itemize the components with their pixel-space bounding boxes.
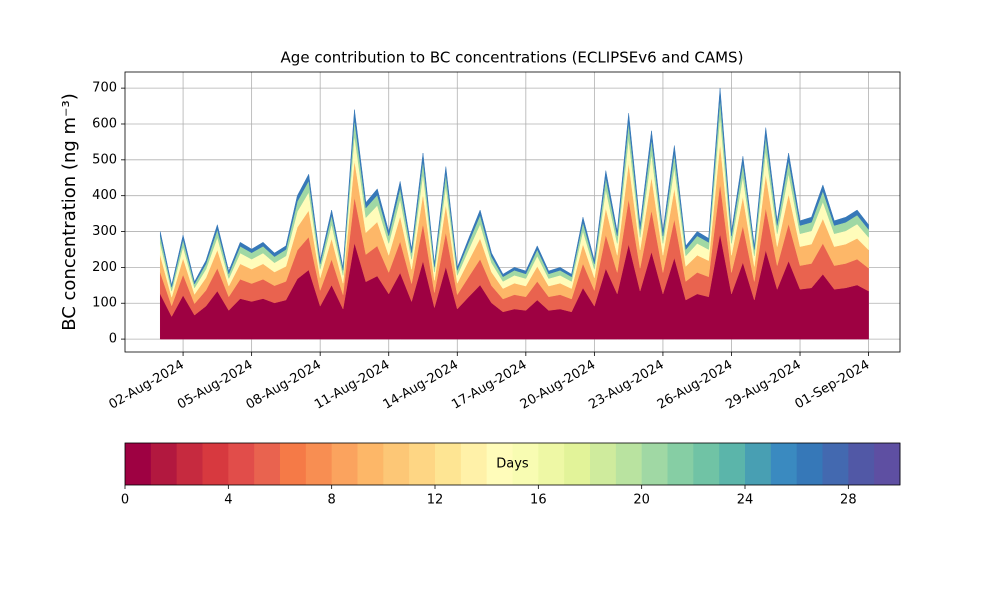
colorbar-cell xyxy=(874,443,901,485)
colorbar-cell xyxy=(641,443,668,485)
colorbar-cell xyxy=(280,443,307,485)
colorbar-frame xyxy=(124,442,901,486)
colorbar-cell xyxy=(331,443,358,485)
x-tick-label: 23-Aug-2024 xyxy=(586,358,666,413)
colorbar-cell xyxy=(615,443,643,485)
colorbar-cell xyxy=(822,443,849,485)
colorbar-cell xyxy=(590,443,617,485)
colorbar-tick-label: 8 xyxy=(328,493,336,508)
colorbar-label: Days xyxy=(496,457,529,472)
colorbar-cell xyxy=(564,443,591,485)
colorbar-cell xyxy=(848,443,875,485)
y-tick-label: 200 xyxy=(92,260,117,275)
chart-title: Age contribution to BC concentrations (E… xyxy=(281,49,744,67)
colorbar-cell xyxy=(512,443,539,485)
y-tick-label: 0 xyxy=(109,332,117,347)
colorbar-tick-label: 12 xyxy=(427,493,444,508)
colorbar-cell xyxy=(667,443,694,485)
y-tick-label: 400 xyxy=(92,188,117,203)
colorbar-cell xyxy=(383,443,410,485)
colorbar-cell xyxy=(719,443,746,485)
colorbar-cell xyxy=(693,443,720,485)
x-tick-label: 17-Aug-2024 xyxy=(449,358,529,413)
y-tick-label: 300 xyxy=(92,224,117,239)
colorbar-tick-label: 24 xyxy=(737,493,754,508)
x-tick-label: 08-Aug-2024 xyxy=(244,358,324,413)
colorbar-cell xyxy=(228,443,255,485)
x-tick-label: 01-Sep-2024 xyxy=(793,358,873,413)
colorbar-cell xyxy=(150,443,178,485)
x-tick-label: 29-Aug-2024 xyxy=(723,358,803,413)
colorbar-tick-label: 16 xyxy=(530,493,547,508)
colorbar-cell xyxy=(125,443,152,485)
x-tick-label: 02-Aug-2024 xyxy=(106,358,186,413)
colorbar-cell xyxy=(202,443,229,485)
area xyxy=(159,88,869,288)
colorbar-tick-label: 4 xyxy=(224,493,232,508)
colorbar-tick-label: 0 xyxy=(121,493,129,508)
colorbar-tick-label: 20 xyxy=(633,493,650,508)
colorbar-cell xyxy=(435,443,462,485)
x-tick-label: 20-Aug-2024 xyxy=(518,358,598,413)
colorbar-cell xyxy=(745,443,772,485)
colorbar-cell xyxy=(176,443,203,485)
y-tick-label: 600 xyxy=(92,116,117,131)
y-tick-label: 700 xyxy=(92,81,117,96)
colorbar-cell xyxy=(305,443,333,485)
plot-frame xyxy=(124,71,901,353)
colorbar-tick-label: 28 xyxy=(840,493,857,508)
colorbar-cell xyxy=(486,443,513,485)
x-tick-label: 14-Aug-2024 xyxy=(381,358,461,413)
y-tick-label: 100 xyxy=(92,296,117,311)
y-axis-label: BC concentration (ng m⁻³) xyxy=(59,93,80,331)
colorbar-cell xyxy=(254,443,281,485)
y-tick-label: 500 xyxy=(92,152,117,167)
colorbar-cell xyxy=(409,443,436,485)
colorbar-cell xyxy=(460,443,488,485)
colorbar-cell xyxy=(770,443,798,485)
x-tick-label: 05-Aug-2024 xyxy=(175,358,255,413)
x-tick-label: 26-Aug-2024 xyxy=(655,358,735,413)
colorbar-cell xyxy=(796,443,823,485)
colorbar-cell xyxy=(538,443,565,485)
x-tick-label: 11-Aug-2024 xyxy=(312,358,392,413)
colorbar-cell xyxy=(357,443,384,485)
